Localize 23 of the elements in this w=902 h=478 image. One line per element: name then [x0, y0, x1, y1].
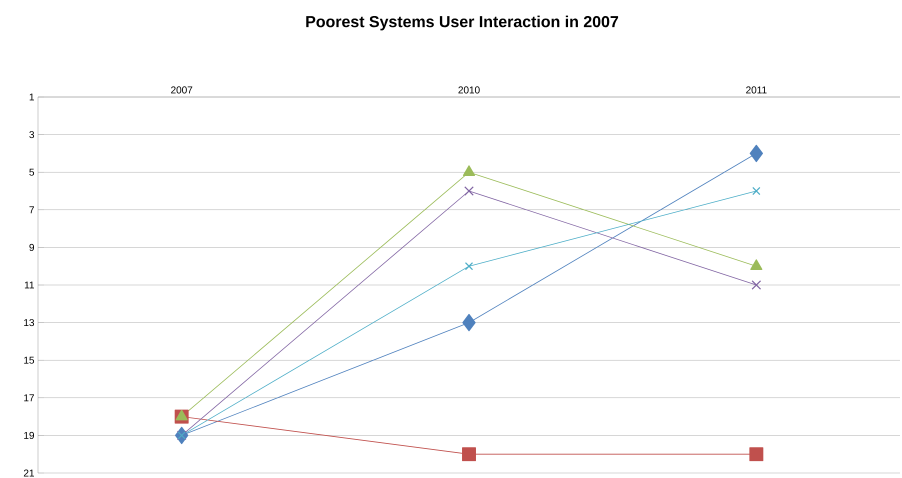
x-tick-label: 2010 — [458, 86, 480, 94]
point — [750, 144, 763, 162]
x-tick-label: 2007 — [171, 86, 192, 94]
y-tick-label: 1 — [30, 94, 34, 100]
y-tick-label: 11 — [24, 282, 34, 288]
chart-title: Poorest Systems User Interaction in 2007 — [306, 16, 618, 30]
y-tick-label: 15 — [24, 356, 34, 364]
y-tick-label: 7 — [29, 206, 34, 214]
point — [749, 447, 764, 462]
y-tick-label: 17 — [24, 394, 34, 402]
point — [464, 262, 474, 270]
y-tick-label: 9 — [29, 244, 34, 251]
x-tick-label: 2011 — [746, 86, 767, 94]
point — [462, 447, 476, 462]
y-tick-label: 19 — [24, 432, 34, 439]
y-tick-label: 13 — [24, 319, 34, 326]
point — [464, 186, 474, 196]
point — [752, 186, 760, 196]
point — [462, 314, 476, 332]
y-tick-label: 5 — [29, 168, 34, 176]
point — [752, 280, 762, 290]
y-tick-label: 3 — [29, 131, 34, 138]
y-tick-label: 21 — [24, 470, 34, 476]
